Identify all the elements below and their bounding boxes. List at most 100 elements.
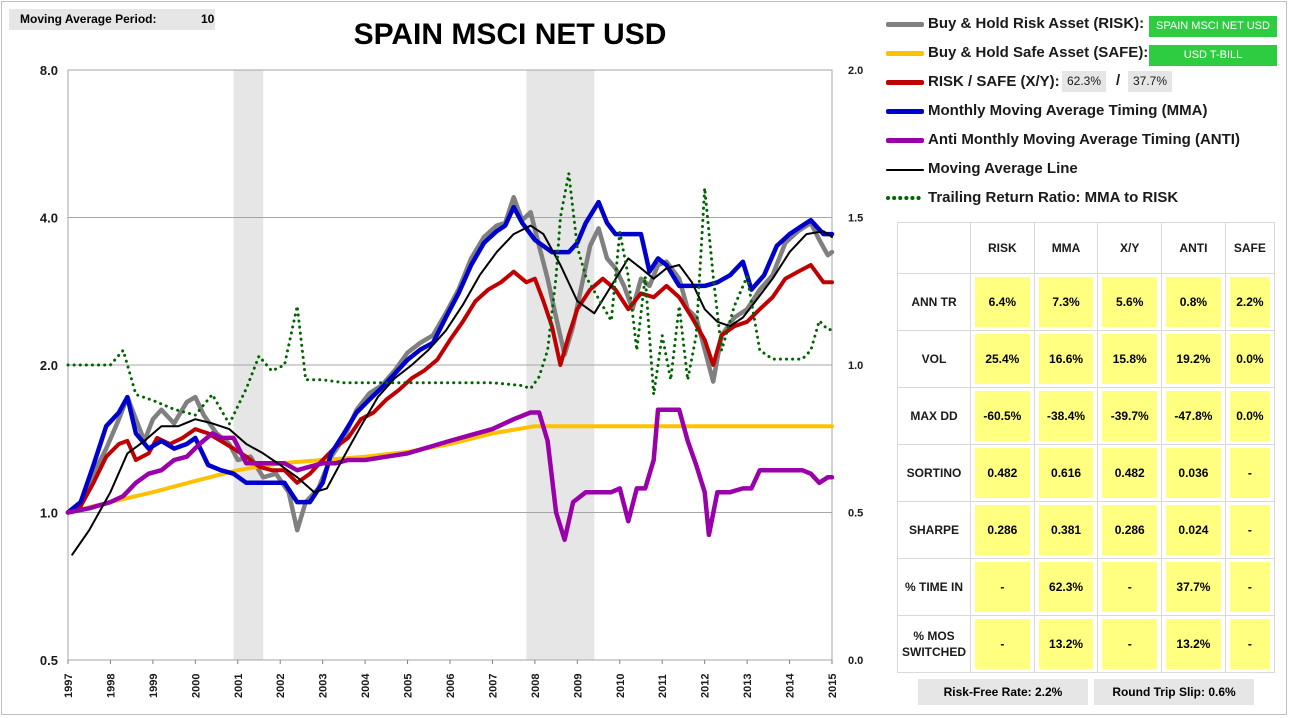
series-line-safe xyxy=(66,424,834,515)
stats-cell: 16.6% xyxy=(1038,334,1094,384)
risk-free-label: Risk-Free Rate: xyxy=(943,685,1032,699)
y-right-tick-label: 0.5 xyxy=(848,508,863,520)
legend-mma: Monthly Moving Average Timing (MMA) xyxy=(884,99,1284,123)
stats-cell: 0.616 xyxy=(1038,448,1094,498)
stats-cell: 0.036 xyxy=(1166,448,1221,498)
legend-risk-label: Buy & Hold Risk Asset (RISK): xyxy=(928,15,1145,32)
stats-row-label-line2: SWITCHED xyxy=(902,645,966,659)
y-left-tick-label: 8.0 xyxy=(40,63,58,78)
series-line-trailing-return-ratio xyxy=(66,171,834,426)
legend-ma-line-swatch xyxy=(886,169,924,171)
stats-cell: -38.4% xyxy=(1038,391,1094,441)
stats-row-label: VOL xyxy=(897,330,971,388)
stats-cell: -39.7% xyxy=(1102,391,1158,441)
stats-cell: - xyxy=(1229,505,1270,555)
x-tick-label: 2013 xyxy=(742,674,754,698)
stats-cell: -60.5% xyxy=(975,391,1030,441)
legend-anti-label: Anti Monthly Moving Average Timing (ANTI… xyxy=(928,131,1240,148)
legend-safe-label: Buy & Hold Safe Asset (SAFE): xyxy=(928,44,1149,61)
y-right-tick-label: 2.0 xyxy=(848,65,863,77)
legend-xy-label: RISK / SAFE (X/Y): xyxy=(928,73,1060,90)
x-tick-label: 2015 xyxy=(827,674,839,698)
stats-header-mma: MMA xyxy=(1033,222,1099,274)
stats-cell: 62.3% xyxy=(1038,562,1094,612)
x-tick-label: 1998 xyxy=(105,674,117,698)
ma-period-value: 10 xyxy=(201,12,215,26)
stats-row-vol: VOL 25.4% 16.6% 15.8% 19.2% 0.0% xyxy=(897,330,1276,388)
stats-row-sortino: SORTINO 0.482 0.616 0.482 0.036 - xyxy=(897,444,1276,502)
x-tick-label: 2010 xyxy=(615,674,627,698)
risk-free-value: 2.2% xyxy=(1035,685,1063,699)
stats-cell: 2.2% xyxy=(1229,277,1270,327)
legend-risk-swatch xyxy=(886,22,924,27)
chart-title: SPAIN MSCI NET USD xyxy=(353,18,667,51)
stats-cell: 0.286 xyxy=(975,505,1030,555)
stats-cell: 0.0% xyxy=(1229,391,1270,441)
y-right-tick-label: 1.5 xyxy=(848,213,863,225)
series-line-moving-average-line xyxy=(71,224,833,556)
stats-header-blank xyxy=(897,222,971,274)
ma-period-label: Moving Average Period: xyxy=(20,12,157,26)
legend-safe: Buy & Hold Safe Asset (SAFE): USD T-BILL xyxy=(884,41,1284,66)
legend-ratio-label: Trailing Return Ratio: MMA to RISK xyxy=(928,189,1179,206)
slip-value: 0.6% xyxy=(1208,685,1236,699)
series-line-anti xyxy=(65,407,835,542)
stats-cell: 13.2% xyxy=(1166,619,1221,669)
stats-cell: 19.2% xyxy=(1166,334,1221,384)
stats-header-row: RISK MMA X/Y ANTI SAFE xyxy=(897,222,1276,274)
stats-cell: - xyxy=(1102,562,1158,612)
stats-cell: - xyxy=(1229,448,1270,498)
stats-cell: - xyxy=(1102,619,1158,669)
legend-ma-line: Moving Average Line xyxy=(884,157,1284,181)
y-left-tick-label: 0.5 xyxy=(40,653,58,668)
series-line-risk xyxy=(65,194,835,533)
stats-cell: 7.3% xyxy=(1038,277,1094,327)
stats-cell: 37.7% xyxy=(1166,562,1221,612)
x-tick-label: 2005 xyxy=(403,674,415,698)
stats-row-sharpe: SHARPE 0.286 0.381 0.286 0.024 - xyxy=(897,501,1276,559)
x-tick-label: 1997 xyxy=(63,674,75,698)
series-line-mma xyxy=(65,199,835,515)
x-tick-label: 2003 xyxy=(318,674,330,698)
y-right-tick-label: 1.0 xyxy=(848,360,863,372)
legend-ma-line-label: Moving Average Line xyxy=(928,160,1078,177)
x-tick-label: 2001 xyxy=(233,674,245,698)
legend-ratio-swatch xyxy=(886,196,926,200)
stats-cell: 0.482 xyxy=(975,448,1030,498)
x-tick-label: 2012 xyxy=(700,674,712,698)
stats-row-label: % MOS SWITCHED xyxy=(897,615,971,673)
stats-cell: 0.381 xyxy=(1038,505,1094,555)
y-left-tick-label: 4.0 xyxy=(40,211,58,226)
legend-safe-badge: USD T-BILL xyxy=(1149,45,1277,66)
stats-cell: - xyxy=(1229,619,1270,669)
stats-row-label: MAX DD xyxy=(897,387,971,445)
stats-row-ann-tr: ANN TR 6.4% 7.3% 5.6% 0.8% 2.2% xyxy=(897,273,1276,331)
stats-cell: - xyxy=(975,562,1030,612)
stats-header-xy: X/Y xyxy=(1097,222,1163,274)
stats-header-anti: ANTI xyxy=(1161,222,1226,274)
stats-cell: 0.8% xyxy=(1166,277,1221,327)
stats-table: RISK MMA X/Y ANTI SAFE ANN TR 6.4% 7.3% … xyxy=(897,222,1276,673)
x-tick-label: 2009 xyxy=(572,674,584,698)
stats-cell: 0.0% xyxy=(1229,334,1270,384)
stats-cell: 0.286 xyxy=(1102,505,1158,555)
legend-safe-swatch xyxy=(886,51,924,56)
stats-cell: 0.024 xyxy=(1166,505,1221,555)
stats-row-mos-switched: % MOS SWITCHED - 13.2% - 13.2% - xyxy=(897,615,1276,673)
series-line-x-y xyxy=(66,263,834,515)
y-left-tick-label: 1.0 xyxy=(40,506,58,521)
stats-cell: 0.482 xyxy=(1102,448,1158,498)
ma-period-box: Moving Average Period: 10 xyxy=(9,9,215,30)
x-tick-label: 2000 xyxy=(190,674,202,698)
x-tick-label: 2002 xyxy=(275,674,287,698)
stats-cell: 5.6% xyxy=(1102,277,1158,327)
stats-row-time-in: % TIME IN - 62.3% - 37.7% - xyxy=(897,558,1276,616)
stats-header-risk: RISK xyxy=(970,222,1035,274)
risk-free-rate-box: Risk-Free Rate: 2.2% xyxy=(918,679,1088,705)
x-tick-label: 2011 xyxy=(657,674,669,698)
x-tick-label: 1999 xyxy=(148,674,160,698)
stats-row-label: ANN TR xyxy=(897,273,971,331)
legend-ratio: Trailing Return Ratio: MMA to RISK xyxy=(884,186,1284,210)
x-tick-label: 2008 xyxy=(530,674,542,698)
stats-row-label: % TIME IN xyxy=(897,558,971,616)
